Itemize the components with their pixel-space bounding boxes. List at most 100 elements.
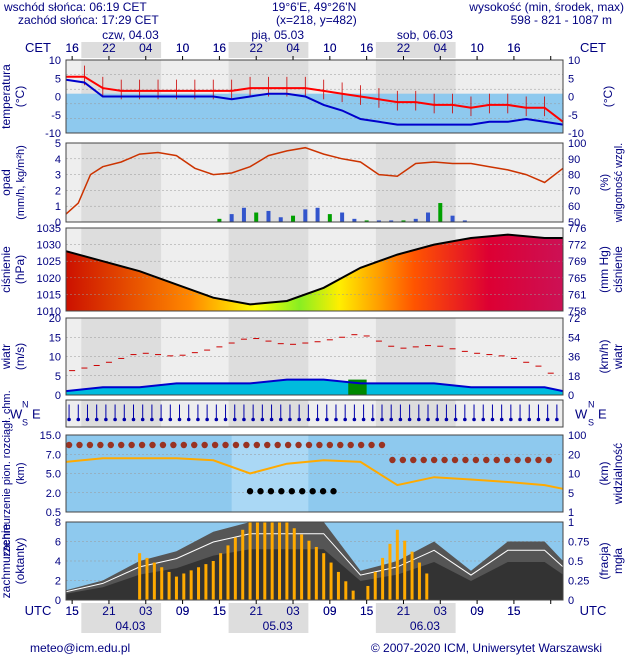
cloud-top-dot: [441, 456, 448, 464]
fog-bar: [351, 590, 355, 600]
cet-hour-label: 10: [323, 41, 337, 55]
cloud-top-dot: [65, 441, 73, 449]
temp-freezing-area: [66, 93, 563, 133]
temp-right-label: (°C): [601, 86, 615, 107]
fog-bar: [189, 570, 193, 600]
email-link[interactable]: meteo@icm.edu.pl: [30, 641, 131, 655]
cet-hour-label: 10: [323, 41, 337, 55]
rain-bar: [291, 215, 296, 222]
wind-direction-head: [315, 417, 320, 422]
cloud-left-tick: 6: [55, 537, 61, 549]
rain-left-tick: 5: [55, 138, 61, 150]
cet-hour-label: 22: [102, 41, 116, 55]
coords-text: 19°6'E, 49°26'N: [272, 0, 357, 14]
cloud-top-dot: [410, 456, 417, 464]
cloud-top-dot: [493, 456, 500, 464]
visibility-line: [65, 457, 564, 490]
fog-bar: [197, 567, 201, 600]
utc-hour-label: 09: [176, 604, 190, 618]
altitude-label: wysokość (min, środek, max): [469, 0, 624, 14]
pressure-area: [66, 234, 563, 311]
fog-bar: [373, 571, 377, 600]
fog-bar: [226, 545, 230, 600]
wind-frame: [65, 317, 564, 396]
visibility-right-tick: 20: [568, 449, 580, 461]
cloud-top-dot: [222, 441, 229, 449]
fog-bar: [292, 528, 296, 600]
wind-direction-head: [545, 417, 550, 422]
cloud-top-dot: [159, 441, 167, 449]
rain-left-tick: 0: [55, 217, 61, 229]
wind-direction-head: [324, 417, 329, 422]
fog-bar: [233, 537, 237, 600]
pressure-right-tick: 772: [568, 240, 586, 252]
temp-left-tick: 5: [55, 73, 61, 85]
cet-hour-label: 16: [507, 41, 521, 55]
low-cloud-dot: [267, 488, 275, 495]
rain-bar: [278, 217, 283, 222]
fog-bar: [211, 561, 215, 600]
utc-hour-label: 15: [213, 604, 227, 618]
utc-label-right: UTC: [580, 603, 607, 618]
visibility-left-tick: 5.0: [46, 469, 61, 481]
wind-direction-head: [150, 417, 154, 422]
cet-hour-label: 16: [65, 41, 79, 55]
rain-bar: [266, 210, 271, 222]
compass-s-right: S: [588, 418, 594, 428]
rain-left-tick: 3: [55, 170, 61, 182]
wind-direction-head: [407, 417, 412, 422]
fog-bar: [241, 529, 245, 600]
utc-hour-label: 15: [213, 604, 227, 618]
pressure-left-tick: 1025: [37, 256, 61, 268]
utc-hour-label: 09: [176, 604, 190, 618]
rain-ylabel-unit: (mm/h, kg/m²h): [15, 145, 27, 220]
cloud-top-dot: [347, 441, 354, 449]
top-day-label: czw, 04.03: [102, 28, 159, 42]
cloud-top-dot: [503, 456, 511, 464]
rain-bar: [229, 214, 234, 222]
cet-hour-label: 16: [65, 41, 79, 55]
compass-e-right: E: [598, 407, 607, 422]
utc-hour-label: 21: [250, 604, 264, 618]
temp-left-tick: -5: [51, 110, 61, 122]
dewpoint-line: [65, 78, 564, 126]
wind-direction-head: [527, 417, 532, 422]
cet-hour-label: 16: [213, 41, 227, 55]
utc-hour-label: 03: [139, 604, 153, 618]
cloud-left-tick: 8: [55, 517, 61, 529]
cet-label-left: CET: [25, 40, 51, 55]
pressure-ylabel-unit: (hPa): [13, 255, 27, 284]
cet-hour-label: 16: [360, 41, 374, 55]
bottom-day-label: 05.03: [263, 619, 293, 633]
winddir-night-band: [81, 400, 162, 427]
cloud-top-dot: [76, 441, 83, 449]
visibility-ylabel-unit: (km): [15, 463, 27, 485]
rain-night-band: [81, 143, 162, 222]
fog-bar: [145, 557, 149, 600]
compass-n-left: N: [22, 400, 29, 410]
wind-right-label: wiatr: [611, 344, 625, 370]
cet-hour-label: 22: [250, 41, 264, 55]
cloud-ylabel-unit: (oktanty): [13, 538, 27, 585]
fog-bar: [182, 573, 186, 600]
compass-w-left: W: [10, 407, 23, 422]
fog-right-label: mgła: [611, 548, 625, 574]
wind-direction-head: [509, 417, 513, 422]
visibility-right-tick: 10: [568, 469, 580, 481]
temp-left-tick: 0: [55, 92, 61, 104]
cloud-top-dot: [483, 456, 490, 464]
wind-direction-head: [168, 417, 173, 422]
temp-ylabel: temperatura: [0, 64, 13, 129]
pressure-right-tick: 769: [568, 256, 586, 268]
utc-hour-label: 15: [65, 604, 79, 618]
low-cloud-dot: [299, 488, 306, 495]
cloud-top-dot: [357, 441, 365, 449]
temp-ylabel-unit: (°C): [13, 86, 27, 107]
cloud-top-dot: [253, 441, 261, 449]
cet-hour-label: 10: [176, 41, 190, 55]
cet-hour-label: 16: [360, 41, 374, 55]
wind-direction-head: [85, 417, 90, 422]
wind-direction-head: [444, 417, 449, 422]
wind-speed-line: [65, 378, 564, 393]
